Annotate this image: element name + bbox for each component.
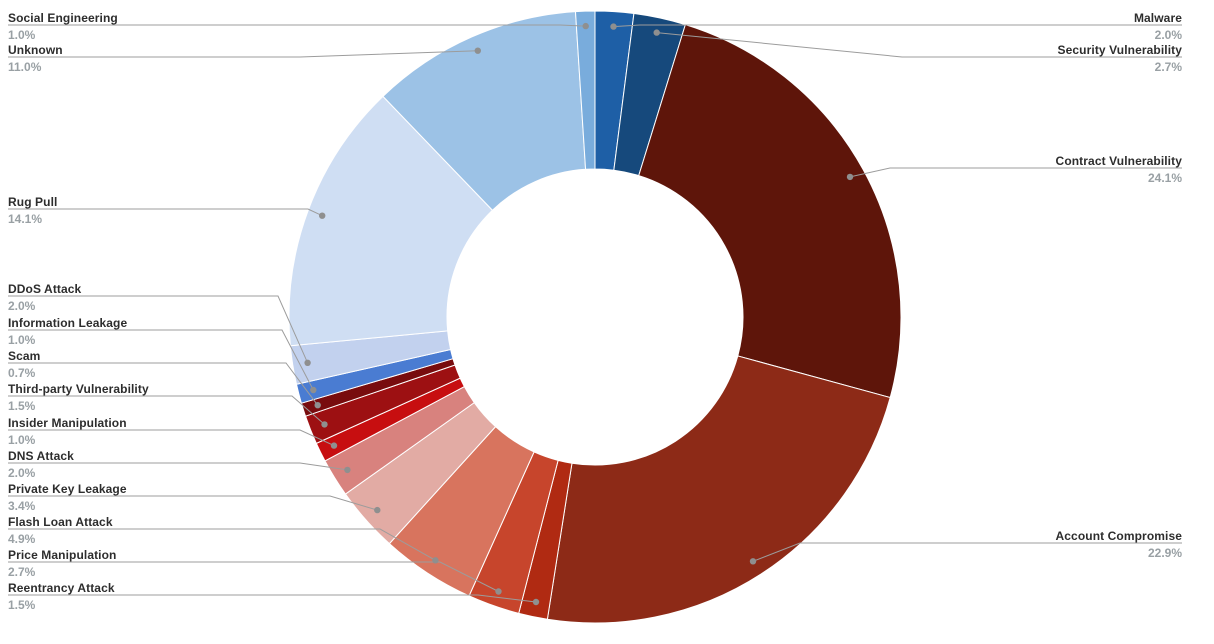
leader-line: [8, 395, 325, 425]
label-insider-manipulation: Insider Manipulation 1.0%: [8, 416, 127, 447]
leader-line: [613, 24, 1182, 28]
label-percent: 22.9%: [1147, 546, 1182, 560]
leader-line: [8, 594, 537, 603]
leader-line: [8, 495, 378, 511]
label-contract-vulnerability: Contract Vulnerability 24.1%: [1055, 154, 1182, 185]
leader-dot: [610, 23, 617, 30]
label-percent: 0.7%: [8, 366, 36, 380]
leader-dot: [432, 557, 439, 564]
label-name: Price Manipulation: [8, 548, 117, 562]
label-percent: 1.5%: [8, 598, 36, 612]
leader-dot: [749, 558, 757, 565]
slice-account-compromise[interactable]: [546, 355, 891, 624]
label-name: Scam: [8, 349, 41, 363]
leader-dot: [582, 22, 589, 30]
leader-line: [8, 295, 309, 364]
label-name: Security Vulnerability: [1057, 43, 1182, 57]
label-name: Third-party Vulnerability: [8, 382, 149, 396]
label-name: Flash Loan Attack: [8, 515, 113, 529]
label-percent: 1.5%: [8, 399, 36, 413]
label-dns-attack: DNS Attack 2.0%: [8, 449, 74, 480]
leader-dot: [304, 359, 311, 366]
leader-dot: [344, 466, 351, 474]
label-name: Account Compromise: [1055, 529, 1182, 543]
label-percent: 2.0%: [1154, 28, 1182, 42]
label-name: Information Leakage: [8, 316, 128, 330]
label-name: Private Key Leakage: [8, 482, 127, 496]
label-scam: Scam 0.7%: [8, 349, 41, 380]
label-ddos-attack: DDoS Attack 2.0%: [8, 282, 82, 313]
leader-line: [8, 208, 323, 217]
leader-line: [8, 561, 499, 592]
label-name: Social Engineering: [8, 11, 118, 25]
leader-dot: [374, 506, 381, 514]
label-name: Reentrancy Attack: [8, 581, 115, 595]
leader-line: [8, 462, 348, 471]
label-percent: 1.0%: [8, 333, 36, 347]
label-percent: 2.7%: [8, 565, 36, 579]
label-percent: 2.0%: [8, 299, 36, 313]
label-percent: 2.0%: [8, 466, 36, 480]
label-name: Insider Manipulation: [8, 416, 127, 430]
leader-line: [752, 542, 1182, 562]
leader-dot: [330, 442, 338, 449]
leader-dot: [319, 212, 326, 219]
label-percent: 3.4%: [8, 499, 36, 513]
label-social-engineering: Social Engineering 1.0%: [8, 11, 118, 42]
leader-line: [8, 429, 335, 447]
label-third-party-vulnerability: Third-party Vulnerability 1.5%: [8, 382, 149, 413]
slice-contract-vulnerability[interactable]: [638, 24, 902, 399]
label-percent: 24.1%: [1147, 171, 1182, 185]
label-name: Rug Pull: [8, 195, 58, 209]
label-percent: 1.0%: [8, 433, 36, 447]
leader-dot: [474, 47, 481, 54]
leader-line: [8, 362, 319, 406]
label-percent: 4.9%: [8, 532, 36, 546]
label-name: Malware: [1133, 11, 1182, 25]
leader-dot: [321, 421, 328, 428]
label-price-manipulation: Price Manipulation 2.7%: [8, 548, 117, 579]
leader-line: [656, 32, 1182, 58]
leader-dot: [846, 173, 854, 181]
label-information-leakage: Information Leakage 1.0%: [8, 316, 128, 347]
label-reentrancy-attack: Reentrancy Attack 1.5%: [8, 581, 115, 612]
label-security-vulnerability: Security Vulnerability 2.7%: [1057, 43, 1182, 74]
label-account-compromise: Account Compromise 22.9%: [1055, 529, 1182, 560]
slice-social-engineering[interactable]: [574, 10, 596, 170]
label-percent: 2.7%: [1154, 60, 1182, 74]
label-rug-pull: Rug Pull 14.1%: [8, 195, 58, 226]
label-percent: 1.0%: [8, 28, 36, 42]
label-private-key-leakage: Private Key Leakage 3.4%: [8, 482, 127, 513]
leader-line: [849, 167, 1182, 178]
slice-rug-pull[interactable]: [288, 95, 493, 347]
label-name: DNS Attack: [8, 449, 74, 463]
leader-dot: [495, 588, 502, 595]
leader-line: [8, 329, 314, 391]
leader-dot: [653, 29, 660, 36]
leader-dot: [310, 386, 317, 394]
label-name: DDoS Attack: [8, 282, 82, 296]
label-malware: Malware 2.0%: [1133, 11, 1182, 42]
label-percent: 14.1%: [8, 212, 43, 226]
leader-line: [8, 24, 586, 27]
label-flash-loan-attack: Flash Loan Attack 4.9%: [8, 515, 113, 546]
label-percent: 11.0%: [8, 60, 42, 74]
label-unknown: Unknown 11.0%: [8, 43, 63, 74]
leader-line: [8, 528, 436, 561]
leader-dot: [314, 402, 321, 409]
label-name: Unknown: [8, 43, 63, 57]
leader-dot: [532, 598, 540, 606]
leader-line: [8, 50, 478, 58]
label-name: Contract Vulnerability: [1055, 154, 1182, 168]
